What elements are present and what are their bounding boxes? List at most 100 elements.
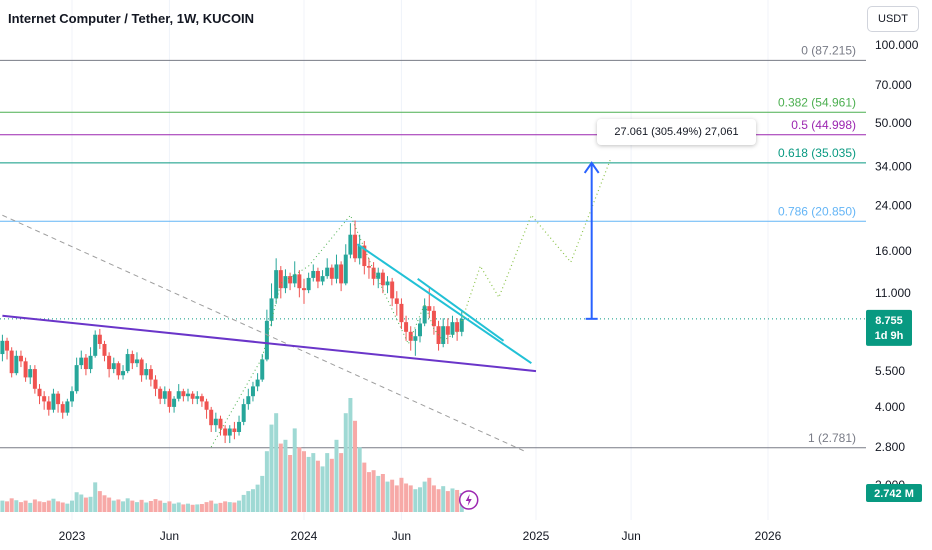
y-tick-label: 4.000 xyxy=(875,400,905,414)
volume-bar xyxy=(158,500,163,512)
x-tick-label: 2026 xyxy=(755,529,782,543)
volume-bar xyxy=(408,485,413,512)
candle-body xyxy=(97,334,102,344)
projection-path xyxy=(461,159,611,322)
candle-body xyxy=(158,388,163,399)
volume-bar xyxy=(181,504,186,512)
volume-bar xyxy=(255,484,260,512)
drawings xyxy=(2,159,611,510)
candle-body xyxy=(408,331,413,341)
volume-bar xyxy=(14,500,19,512)
candle-body xyxy=(139,359,144,376)
candle-body xyxy=(278,270,283,289)
candle-body xyxy=(23,361,28,378)
candle-body xyxy=(148,369,153,380)
candle-body xyxy=(125,354,130,372)
volume-bar xyxy=(390,479,395,512)
y-tick-label: 50.000 xyxy=(875,116,912,130)
candle-body xyxy=(195,396,200,399)
candle-body xyxy=(241,404,246,422)
volume-bar xyxy=(380,474,385,512)
candle-body xyxy=(255,379,260,387)
candle-body xyxy=(121,371,126,376)
volume-bar xyxy=(153,499,158,512)
candle-body xyxy=(116,363,121,376)
volume-bar xyxy=(199,504,204,512)
candle-body xyxy=(93,334,98,356)
currency-button[interactable]: USDT xyxy=(867,6,919,32)
fib-level-label: 0.786 (20.850) xyxy=(778,204,856,218)
dotted-path xyxy=(210,214,463,448)
candle-body xyxy=(223,428,228,436)
candle-body xyxy=(209,409,214,426)
candle-body xyxy=(353,234,358,259)
volume-bar xyxy=(394,485,399,512)
volume-bar xyxy=(232,502,237,512)
volume-bar xyxy=(450,488,455,512)
candle-body xyxy=(459,318,464,332)
candle-body xyxy=(371,267,376,279)
volume-bar xyxy=(88,496,93,512)
volume-bar xyxy=(148,500,153,512)
volume-bar xyxy=(186,503,190,512)
volume-bar xyxy=(190,504,195,512)
volume-bar xyxy=(218,502,223,512)
y-tick-label: 11.000 xyxy=(875,286,911,300)
trendline-resistance xyxy=(356,243,532,365)
volume-bar xyxy=(329,458,334,512)
candle-body xyxy=(237,421,242,432)
candle-body xyxy=(306,277,311,291)
chart-title: Internet Computer / Tether, 1W, KUCOIN xyxy=(8,11,255,26)
volume-bar xyxy=(385,481,390,512)
dashed-trendline xyxy=(2,214,525,452)
candle-body xyxy=(418,323,422,337)
candle-body xyxy=(427,306,432,311)
volume-bar xyxy=(74,492,79,512)
candle-body xyxy=(269,298,274,321)
candle-body xyxy=(260,359,265,380)
volume-bar xyxy=(237,500,242,512)
candle-body xyxy=(56,393,61,405)
candle-body xyxy=(32,369,37,389)
volume-bar xyxy=(436,489,441,512)
volume-bar xyxy=(320,466,325,512)
y-tick-label: 70.000 xyxy=(875,78,912,92)
volume-bar xyxy=(441,486,446,512)
volume-bar xyxy=(422,481,427,512)
candle-body xyxy=(232,428,237,432)
candle-body xyxy=(107,355,112,370)
volume-bar xyxy=(102,495,107,512)
candle-body xyxy=(5,340,10,351)
volume-bar xyxy=(139,499,144,512)
candle-body xyxy=(250,386,255,397)
candle-body xyxy=(204,401,209,410)
volume-bar xyxy=(172,503,177,512)
candle-body xyxy=(385,281,390,286)
candle-body xyxy=(334,264,339,279)
volume-bar xyxy=(357,447,362,512)
volume-bar xyxy=(353,420,358,512)
volume-bar xyxy=(121,501,126,512)
fib-level-label: 0 (87.215) xyxy=(801,43,856,57)
x-axis: 2023 Jun 2024 Jun 2025 Jun 2026 xyxy=(59,529,782,543)
volume-bar xyxy=(445,491,450,512)
candle-body xyxy=(153,379,158,389)
candle-body xyxy=(134,359,139,364)
volume-bar xyxy=(130,500,135,512)
candle-body xyxy=(246,396,251,405)
measure-callout: 27.061 (305.49%) 27,061 xyxy=(597,119,756,145)
volume-bar xyxy=(167,501,172,512)
x-tick-label: Jun xyxy=(160,529,179,543)
candle-body xyxy=(302,288,306,291)
volume-bar xyxy=(269,424,274,512)
candle-body xyxy=(264,320,269,360)
price-badge xyxy=(866,309,912,346)
volume-bar xyxy=(23,500,28,512)
volume-bar xyxy=(399,477,404,512)
candle-body xyxy=(190,393,195,399)
price-badge-countdown: 1d 9h xyxy=(875,330,904,342)
volume-bar xyxy=(260,475,265,512)
candle-body xyxy=(357,245,362,259)
volume-bar xyxy=(366,472,371,512)
